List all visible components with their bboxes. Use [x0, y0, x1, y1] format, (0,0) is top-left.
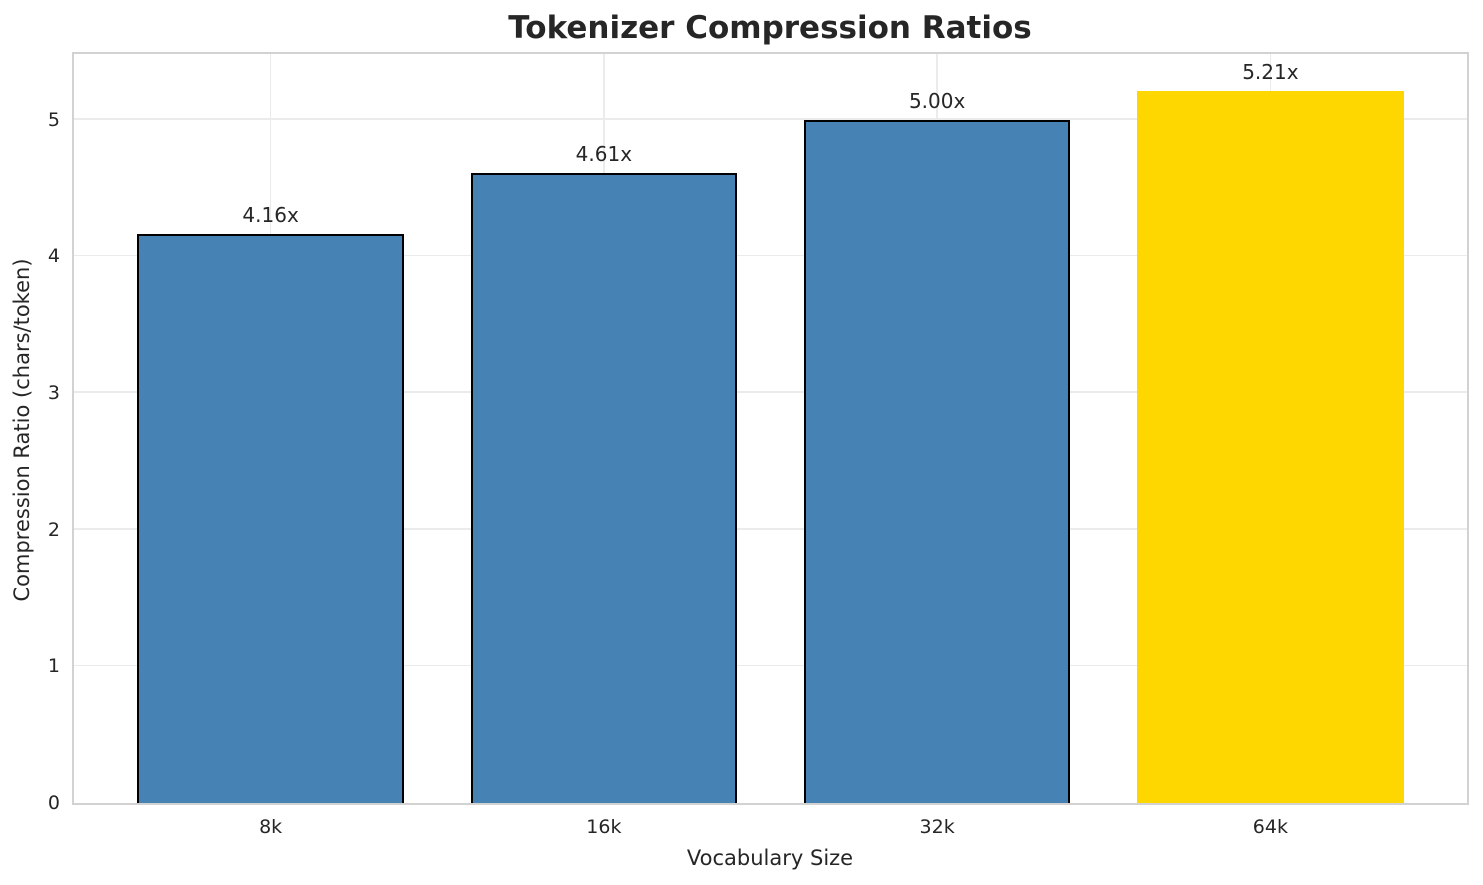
bar-value-label: 4.61x — [575, 141, 633, 166]
y-tick-label: 4 — [47, 245, 60, 268]
y-tick-label: 0 — [47, 792, 60, 814]
bar-value-label: 5.00x — [908, 88, 966, 113]
y-tick-label: 5 — [47, 108, 60, 131]
x-axis-ticks: 8k 16k 32k 64k — [74, 816, 1467, 844]
bar — [1137, 90, 1404, 803]
h-gridline — [74, 118, 1467, 120]
h-gridline — [74, 391, 1467, 393]
chart-title: Tokenizer Compression Ratios — [508, 10, 1032, 46]
h-gridline — [74, 254, 1467, 257]
x-tick-label: 16k — [586, 816, 622, 838]
bar — [137, 234, 404, 803]
x-tick-label: 8k — [259, 816, 283, 838]
y-tick-label: 1 — [47, 655, 60, 678]
y-tick-label: 2 — [47, 518, 60, 541]
bar — [803, 119, 1071, 803]
y-axis-ticks: 0 1 2 3 4 5 — [0, 54, 60, 814]
h-gridline — [74, 528, 1467, 530]
bar — [470, 172, 738, 803]
x-tick-label: 32k — [919, 816, 955, 838]
bar-value-label: 4.16x — [242, 203, 299, 228]
plot-area: 4.16x 4.61x 5.00x 5.21x — [72, 52, 1469, 805]
y-axis-label: Compression Ratio (chars/token) — [10, 258, 34, 602]
bar-value-label: 5.21x — [1242, 59, 1299, 84]
x-tick-label: 64k — [1252, 816, 1288, 838]
h-gridline — [74, 664, 1467, 667]
x-axis-label: Vocabulary Size — [686, 846, 854, 870]
y-tick-label: 3 — [47, 381, 60, 404]
